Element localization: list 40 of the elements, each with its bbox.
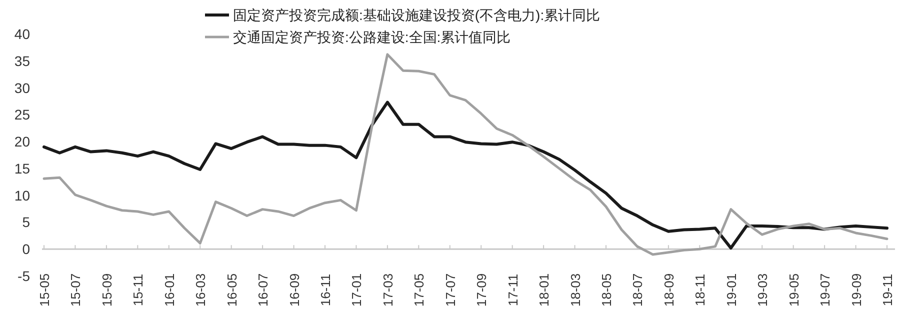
- x-tick-label: 16-05: [224, 273, 240, 307]
- x-tick-label: 18-03: [568, 273, 583, 307]
- x-tick-label: 18-01: [536, 273, 552, 307]
- x-tick-label: 19-05: [786, 273, 802, 307]
- y-tick-label: -5: [18, 268, 30, 284]
- x-tick-label: 18-09: [661, 273, 676, 307]
- x-tick-label: 17-07: [442, 273, 458, 307]
- x-tick-label: 17-11: [505, 274, 520, 306]
- x-tick-label: 18-05: [599, 273, 614, 307]
- y-tick-label: 0: [22, 241, 30, 258]
- x-tick-label: 16-03: [193, 273, 208, 307]
- x-tick-label: 19-03: [755, 273, 770, 307]
- x-tick-label: 17-05: [412, 273, 427, 307]
- x-tick-label: 16-11: [318, 274, 333, 306]
- x-tick-label: 19-09: [848, 273, 864, 307]
- y-tick-label: 30: [14, 80, 30, 96]
- y-tick-label: 20: [14, 134, 30, 150]
- x-tick-label: 18-07: [630, 273, 646, 307]
- x-tick-label: 17-09: [474, 273, 490, 307]
- x-tick-label: 19-01: [724, 273, 739, 307]
- x-tick-label: 15-05: [37, 273, 52, 307]
- x-tick-label: 15-07: [68, 273, 84, 307]
- y-tick-label: 15: [14, 160, 30, 176]
- x-tick-label: 19-11: [880, 274, 895, 306]
- y-tick-label: 35: [14, 52, 30, 69]
- x-tick-label: 18-11: [692, 274, 708, 306]
- x-tick-label: 16-09: [286, 273, 302, 307]
- legend-label: 交通固定资产投资:公路建设:全国:累计值同比: [233, 29, 511, 45]
- x-tick-label: 15-09: [99, 273, 114, 307]
- x-tick-label: 16-01: [162, 273, 177, 307]
- x-tick-label: 17-03: [380, 273, 396, 307]
- y-tick-label: 10: [14, 187, 30, 204]
- x-tick-label: 19-07: [818, 273, 833, 307]
- x-tick-label: 17-01: [349, 273, 364, 307]
- legend-label: 固定资产投资完成额:基础设施建设投资(不含电力):累计同比: [233, 7, 600, 23]
- y-tick-label: 25: [14, 106, 30, 123]
- y-tick-label: 40: [14, 26, 30, 42]
- y-tick-label: 5: [22, 214, 30, 230]
- x-tick-label: 15-11: [130, 274, 146, 306]
- x-tick-label: 16-07: [256, 273, 271, 307]
